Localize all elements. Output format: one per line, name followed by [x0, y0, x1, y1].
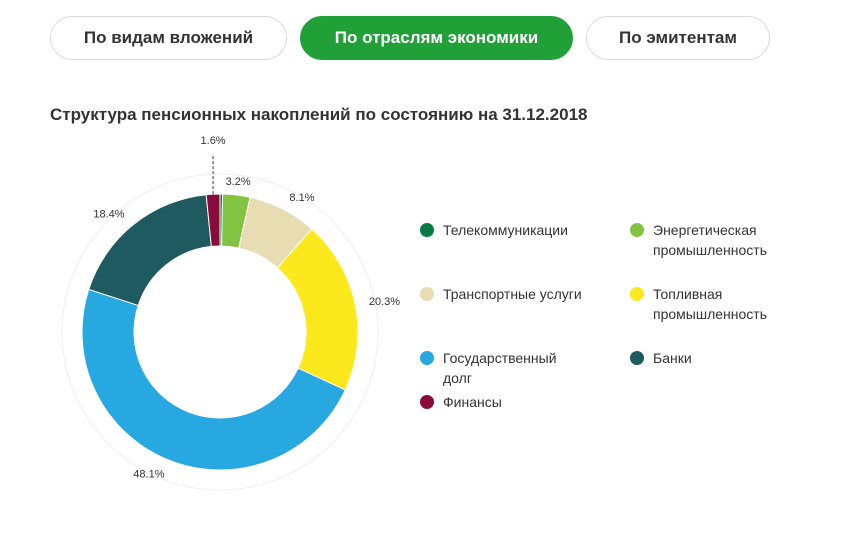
legend-swatch	[630, 287, 644, 301]
legend-swatch	[630, 351, 644, 365]
tab-by-issuers[interactable]: По эмитентам	[586, 16, 770, 60]
chart-title: Структура пенсионных накоплений по состо…	[50, 105, 588, 124]
legend-label: Банки	[653, 350, 692, 366]
legend-swatch	[420, 223, 434, 237]
slice-label-4: 48.1%	[133, 469, 164, 481]
legend-label: Телекоммуникации	[443, 222, 568, 238]
slice-label-2: 8.1%	[289, 192, 314, 204]
slice-label-5: 18.4%	[93, 209, 124, 221]
legend-swatch	[630, 223, 644, 237]
chart-legend: Телекоммуникации Энергетическая промышле…	[420, 220, 840, 420]
legend-label: Государственный долг	[443, 350, 557, 386]
donut-slice-6[interactable]	[205, 193, 221, 247]
legend-item-transport[interactable]: Транспортные услуги	[420, 284, 583, 304]
legend-item-telecom[interactable]: Телекоммуникации	[420, 220, 583, 240]
legend-swatch	[420, 395, 434, 409]
tab-by-investment-type[interactable]: По видам вложений	[50, 16, 287, 60]
outer-ring	[61, 173, 379, 491]
legend-item-finance[interactable]: Финансы	[420, 392, 583, 412]
donut-chart: 3.2% 8.1% 20.3% 48.1% 18.4% 1.6%	[61, 135, 400, 491]
slice-label-1: 3.2%	[226, 176, 251, 188]
legend-item-fuel[interactable]: Топливная промышленность	[630, 284, 793, 324]
legend-swatch	[420, 351, 434, 365]
slice-label-6: 1.6%	[201, 135, 226, 147]
legend-label: Финансы	[443, 394, 502, 410]
tab-by-economy-sector[interactable]: По отраслям экономики	[300, 16, 573, 60]
legend-label: Топливная промышленность	[653, 286, 767, 322]
legend-item-banks[interactable]: Банки	[630, 348, 793, 368]
legend-swatch	[420, 287, 434, 301]
legend-label: Транспортные услуги	[443, 286, 582, 302]
legend-item-government-debt[interactable]: Государственный долг	[420, 348, 583, 388]
legend-label: Энергетическая промышленность	[653, 222, 767, 258]
slice-label-3: 20.3%	[369, 296, 400, 308]
legend-item-energy[interactable]: Энергетическая промышленность	[630, 220, 793, 260]
donut-slice-4[interactable]	[81, 288, 346, 471]
